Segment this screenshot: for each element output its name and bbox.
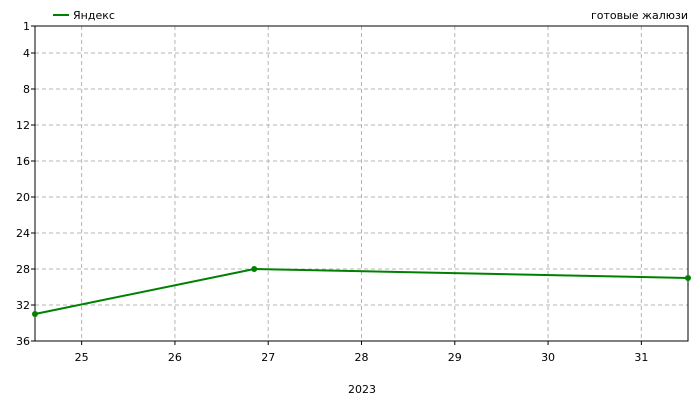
- y-axis-ticks: 1 4 8 12 16 20 24 28 32 36: [16, 20, 35, 348]
- legend: Яндекс: [53, 9, 115, 22]
- data-point-0-0: [32, 311, 38, 317]
- y-tick-label-24: 24: [16, 227, 30, 240]
- x-axis-ticks: 25 26 27 28 29 30 31: [75, 341, 648, 364]
- series-layer: [32, 266, 691, 317]
- x-tick-label-26: 26: [168, 351, 182, 364]
- x-tick-label-28: 28: [355, 351, 369, 364]
- y-tick-label-4: 4: [23, 47, 30, 60]
- legend-label-yandex: Яндекс: [73, 9, 115, 22]
- y-tick-label-36: 36: [16, 335, 30, 348]
- x-tick-label-31: 31: [634, 351, 648, 364]
- y-tick-label-32: 32: [16, 299, 30, 312]
- x-tick-label-27: 27: [261, 351, 275, 364]
- data-point-0-2: [685, 275, 691, 281]
- x-tick-label-29: 29: [448, 351, 462, 364]
- x-tick-label-30: 30: [541, 351, 555, 364]
- data-point-0-1: [251, 266, 258, 272]
- y-tick-label-1: 1: [23, 20, 30, 33]
- y-tick-label-20: 20: [16, 191, 30, 204]
- y-tick-label-12: 12: [16, 119, 30, 132]
- chart-title: готовые жалюзи: [591, 9, 688, 22]
- y-tick-label-16: 16: [16, 155, 30, 168]
- grid: [35, 26, 688, 341]
- y-tick-label-28: 28: [16, 263, 30, 276]
- y-tick-label-8: 8: [23, 83, 30, 96]
- x-axis-label: 2023: [348, 383, 376, 396]
- x-tick-label-25: 25: [75, 351, 89, 364]
